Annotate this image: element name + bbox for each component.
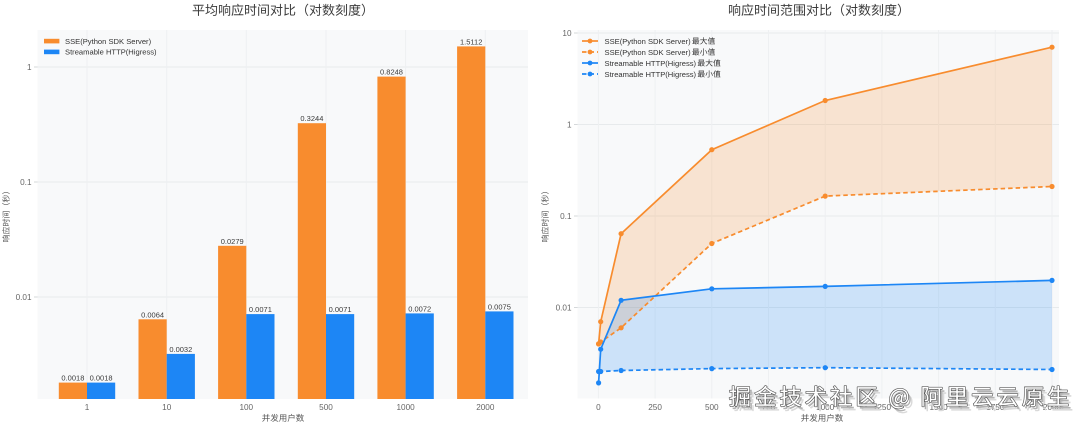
svg-text:1000: 1000 (396, 403, 415, 412)
svg-text:0.1: 0.1 (20, 178, 32, 187)
svg-text:0.0279: 0.0279 (221, 237, 244, 246)
svg-text:10: 10 (562, 29, 572, 38)
svg-text:0.1: 0.1 (560, 212, 572, 221)
svg-text:0.0071: 0.0071 (329, 305, 352, 314)
svg-text:Streamable HTTP(Higress): Streamable HTTP(Higress) (605, 70, 697, 79)
svg-text:SSE(Python SDK Server): SSE(Python SDK Server) (605, 48, 692, 57)
svg-text:500: 500 (319, 403, 333, 412)
svg-text:SSE(Python SDK Server): SSE(Python SDK Server) (605, 37, 692, 46)
svg-text:100: 100 (239, 403, 253, 412)
svg-text:0.0071: 0.0071 (249, 305, 272, 314)
svg-text:1250: 1250 (873, 403, 892, 412)
svg-text:0.0075: 0.0075 (488, 302, 511, 311)
svg-text:250: 250 (648, 403, 662, 412)
svg-text:1: 1 (567, 120, 572, 129)
svg-text:0.01: 0.01 (556, 303, 572, 312)
svg-text:0.0032: 0.0032 (169, 345, 192, 354)
svg-text:0.3244: 0.3244 (300, 114, 323, 123)
svg-text:1000: 1000 (816, 403, 835, 412)
svg-text:0.8248: 0.8248 (380, 68, 403, 77)
svg-text:10: 10 (162, 403, 172, 412)
svg-text:1750: 1750 (986, 403, 1005, 412)
svg-text:Streamable HTTP(Higress): Streamable HTTP(Higress) (65, 48, 157, 57)
svg-text:1: 1 (85, 403, 90, 412)
svg-text:2000: 2000 (476, 403, 495, 412)
svg-text:500: 500 (705, 403, 719, 412)
svg-text:1500: 1500 (929, 403, 948, 412)
svg-text:0.0018: 0.0018 (61, 374, 84, 383)
svg-text:1.5112: 1.5112 (460, 37, 482, 46)
svg-text:0.0072: 0.0072 (408, 304, 431, 313)
svg-text:0.01: 0.01 (16, 293, 32, 302)
svg-text:0: 0 (596, 403, 601, 412)
svg-text:1: 1 (27, 63, 32, 72)
svg-text:0.0064: 0.0064 (141, 310, 164, 319)
svg-text:SSE(Python SDK Server): SSE(Python SDK Server) (65, 37, 152, 46)
svg-text:0.0018: 0.0018 (90, 374, 113, 383)
svg-text:Streamable HTTP(Higress): Streamable HTTP(Higress) (605, 59, 697, 68)
